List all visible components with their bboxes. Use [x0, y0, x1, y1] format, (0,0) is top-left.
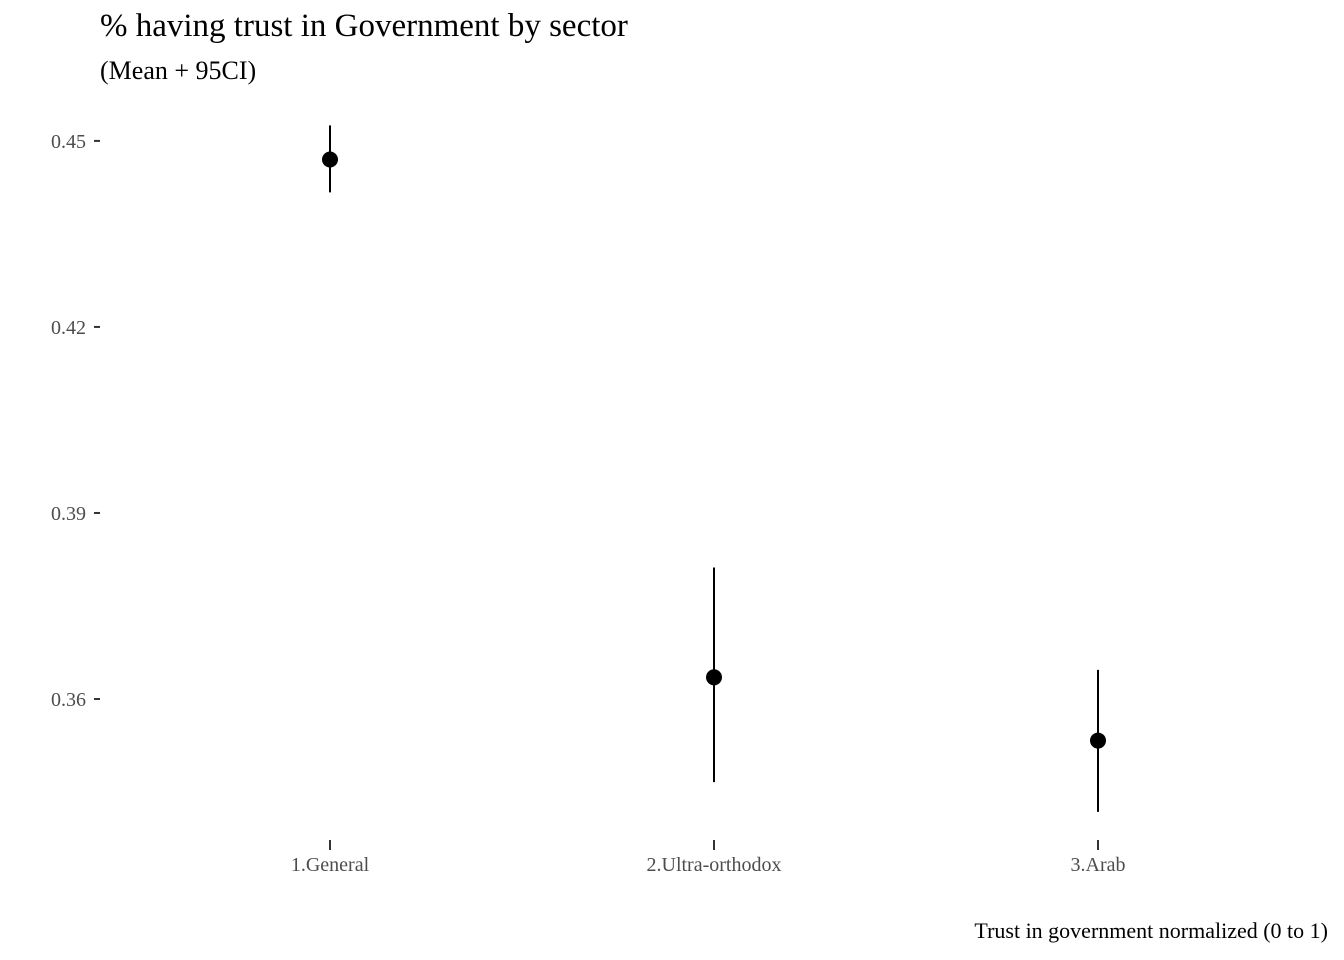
y-tick-label: 0.45 [51, 131, 86, 153]
chart-title: % having trust in Government by sector [100, 8, 628, 44]
y-tick-label: 0.36 [51, 689, 86, 711]
mean-point [706, 669, 722, 686]
mean-point [1090, 732, 1106, 749]
y-axis: 0.36 0.39 0.42 0.45 [51, 131, 100, 711]
mean-point [322, 151, 338, 168]
y-tick-label: 0.42 [51, 317, 86, 339]
x-tick-label: 3.Arab [1071, 854, 1126, 876]
x-axis: 1.General 2.Ultra-orthodox 3.Arab [291, 840, 1126, 876]
y-tick-label: 0.39 [51, 503, 86, 525]
x-tick-label: 1.General [291, 854, 370, 876]
data-marks [322, 125, 1106, 812]
x-tick-label: 2.Ultra-orthodox [647, 854, 782, 876]
chart-caption: Trust in government normalized (0 to 1) [974, 918, 1328, 943]
chart-subtitle: (Mean + 95CI) [100, 56, 257, 85]
